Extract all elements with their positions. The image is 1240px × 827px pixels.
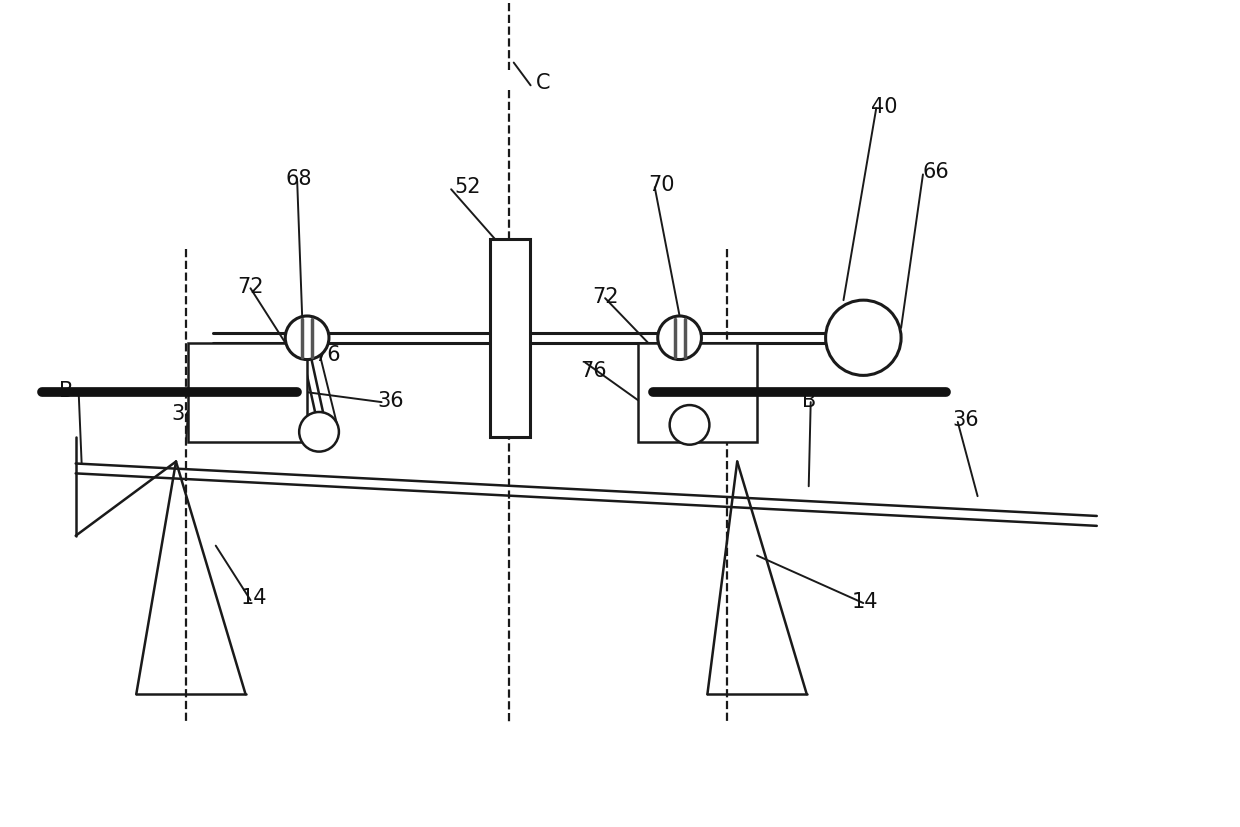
Circle shape [826,301,901,376]
Text: B: B [802,390,816,411]
Text: 52: 52 [454,177,481,197]
Text: 70: 70 [647,175,675,195]
Text: 36: 36 [378,390,404,411]
Text: 76: 76 [314,344,341,364]
Text: 72: 72 [593,287,619,307]
Text: C: C [536,74,551,93]
Text: 14: 14 [241,587,267,607]
Circle shape [299,413,339,452]
Text: 76: 76 [580,361,606,381]
Text: 34: 34 [680,403,706,423]
Text: 66: 66 [923,162,950,182]
Text: 68: 68 [285,170,311,189]
Circle shape [657,317,702,360]
Text: 36: 36 [952,409,980,429]
Circle shape [670,405,709,445]
Text: 34: 34 [171,404,197,423]
Text: 40: 40 [872,97,898,117]
Bar [490,240,529,437]
Circle shape [285,317,329,360]
Bar [188,343,308,442]
Text: B: B [58,380,73,401]
Bar [637,343,758,442]
Text: 14: 14 [852,591,878,611]
Text: 36: 36 [692,409,719,429]
Text: 72: 72 [238,277,264,297]
